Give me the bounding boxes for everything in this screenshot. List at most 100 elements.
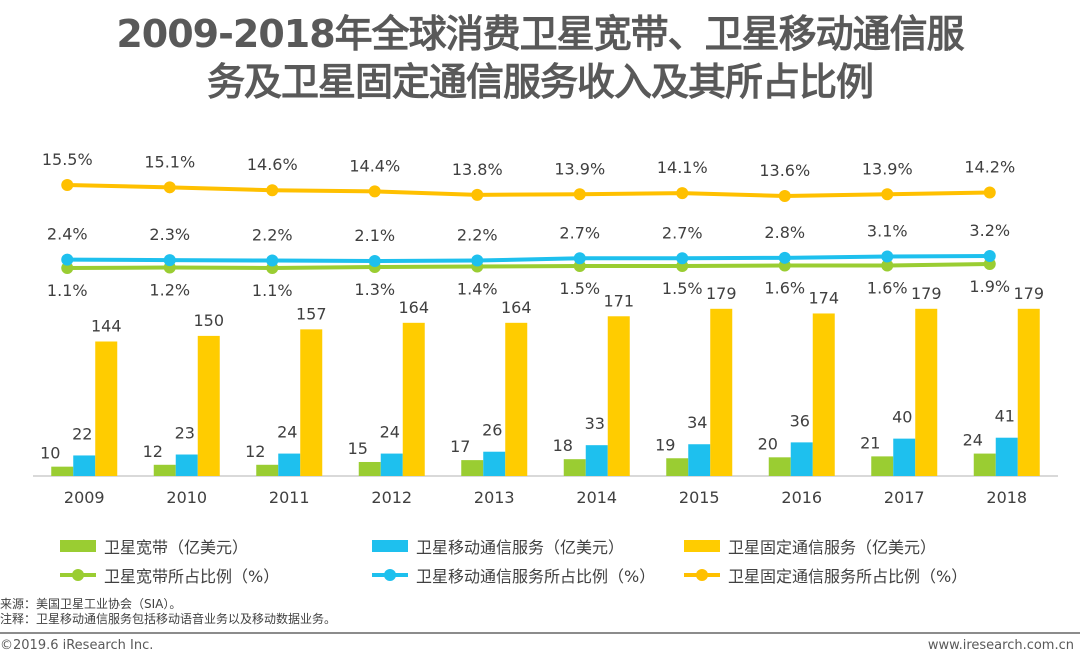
bar-value-label: 150: [193, 311, 224, 330]
line-value-label: 1.1%: [252, 281, 293, 300]
bar-value-label: 24: [380, 423, 400, 442]
line-value-label: 13.8%: [452, 160, 503, 179]
bar-mobile: [995, 437, 1018, 476]
bar-fixed: [915, 308, 938, 476]
line-broadband-share: [67, 262, 990, 270]
legend-item-mobile-share: 卫星移动通信服务所占比例（%）: [372, 563, 655, 587]
line-value-label: 1.2%: [149, 281, 190, 300]
legend-item-broadband-share: 卫星宽带所占比例（%）: [60, 563, 279, 587]
bar-value-label: 24: [963, 431, 983, 450]
point-fixed-share: [778, 190, 791, 202]
line-value-label: 1.6%: [867, 279, 908, 298]
legend-label: 卫星移动通信服务所占比例（%）: [416, 567, 656, 586]
bar-value-label: 164: [398, 298, 429, 317]
bar-value-label: 12: [143, 442, 163, 461]
line-value-label: 1.3%: [354, 280, 395, 299]
line-value-label: 2.8%: [764, 223, 805, 242]
x-tick-label: 2013: [474, 488, 515, 507]
chart-title-line2: 务及卫星固定通信服务收入及其所占比例: [206, 60, 874, 104]
bar-mobile: [688, 444, 711, 476]
line-value-label: 1.9%: [969, 277, 1010, 296]
legend-line-marker: [372, 568, 408, 582]
point-fixed-share: [266, 184, 279, 197]
line-value-label: 1.4%: [457, 280, 498, 299]
legend-item-fixed-revenue: 卫星固定通信服务（亿美元）: [684, 534, 936, 558]
line-fixed-share: [67, 183, 990, 198]
footer-divider: [0, 632, 1080, 634]
line-value-label: 3.1%: [867, 221, 908, 240]
bar-value-label: 21: [860, 433, 880, 452]
bar-value-label: 33: [585, 414, 605, 433]
point-mobile-share: [881, 250, 894, 263]
line-mobile-share: [67, 254, 990, 263]
line-value-label: 13.9%: [554, 159, 605, 178]
point-mobile-share: [163, 254, 176, 267]
line-value-label: 2.3%: [149, 225, 190, 244]
legend-label: 卫星宽带（亿美元）: [104, 538, 249, 557]
copyright: ©2019.6 iResearch Inc.: [0, 638, 154, 653]
point-fixed-share: [471, 188, 484, 201]
bar-fixed: [1017, 308, 1040, 476]
bar-value-label: 10: [40, 444, 60, 463]
bar-fixed: [197, 335, 220, 476]
legend-swatch: [684, 540, 720, 552]
line-value-label: 1.5%: [559, 279, 600, 298]
website-link[interactable]: www.iresearch.com.cn: [927, 638, 1074, 653]
bar-broadband: [51, 466, 74, 476]
bar-fixed: [402, 322, 425, 476]
bar-value-label: 34: [687, 413, 707, 432]
bar-fixed: [812, 313, 835, 476]
legend-label: 卫星固定通信服务所占比例（%）: [728, 567, 968, 586]
bar-broadband: [666, 458, 689, 476]
line-value-label: 2.2%: [252, 226, 293, 245]
point-broadband-share: [881, 259, 894, 272]
line-value-label: 1.5%: [662, 279, 703, 298]
line-value-label: 13.9%: [862, 159, 913, 178]
bar-value-label: 174: [808, 288, 839, 307]
legend-item-mobile-revenue: 卫星移动通信服务（亿美元）: [372, 534, 624, 558]
legend-label: 卫星固定通信服务（亿美元）: [728, 538, 937, 557]
bar-broadband: [871, 456, 894, 476]
bar-value-label: 20: [758, 434, 778, 453]
point-fixed-share: [983, 186, 996, 199]
x-tick-label: 2016: [781, 488, 822, 507]
bar-value-label: 179: [911, 284, 942, 303]
line-value-label: 14.2%: [964, 158, 1015, 177]
bar-value-label: 179: [1013, 284, 1044, 303]
line-value-label: 2.4%: [47, 225, 88, 244]
point-mobile-share: [983, 250, 996, 262]
point-fixed-share: [676, 187, 689, 200]
line-value-label: 14.6%: [247, 155, 298, 174]
chart-title: 2009-2018年全球消费卫星宽带、卫星移动通信服 务及卫星固定通信服务收入及…: [0, 10, 1080, 106]
point-fixed-share: [61, 179, 74, 191]
x-tick-label: 2015: [679, 488, 720, 507]
bar-broadband: [973, 453, 996, 476]
point-mobile-share: [778, 251, 791, 264]
x-tick-label: 2014: [576, 488, 617, 507]
bar-value-label: 144: [91, 316, 122, 335]
bar-broadband: [358, 461, 381, 476]
bar-value-label: 171: [603, 291, 634, 310]
legend-item-fixed-share: 卫星固定通信服务所占比例（%）: [684, 563, 967, 587]
line-value-label: 14.1%: [657, 158, 708, 177]
x-tick-label: 2010: [166, 488, 207, 507]
bar-value-label: 22: [72, 424, 92, 443]
line-value-label: 15.1%: [144, 152, 195, 171]
chart-title-line1: 2009-2018年全球消费卫星宽带、卫星移动通信服: [116, 12, 964, 56]
x-tick-label: 2011: [269, 488, 310, 507]
x-tick-label: 2012: [371, 488, 412, 507]
line-value-label: 1.6%: [764, 279, 805, 298]
bar-fixed: [95, 341, 118, 476]
line-value-label: 13.6%: [759, 161, 810, 180]
bar-fixed: [505, 322, 528, 476]
line-value-label: 2.2%: [457, 226, 498, 245]
legend-label: 卫星宽带所占比例（%）: [104, 567, 280, 586]
bar-value-label: 18: [553, 436, 573, 455]
combo-chart: 10 22 144 2009 12 23 150 2010 12 24 157 2011 15 24 164…: [33, 150, 1058, 507]
point-mobile-share: [266, 254, 279, 267]
point-mobile-share: [61, 253, 74, 266]
point-fixed-share: [368, 185, 381, 198]
point-mobile-share: [573, 252, 586, 265]
source-note: 来源：美国卫星工业协会（SIA）。: [0, 597, 182, 611]
annotation-note: 注释：卫星移动通信服务包括移动语音业务以及移动数据业务。: [0, 612, 337, 626]
